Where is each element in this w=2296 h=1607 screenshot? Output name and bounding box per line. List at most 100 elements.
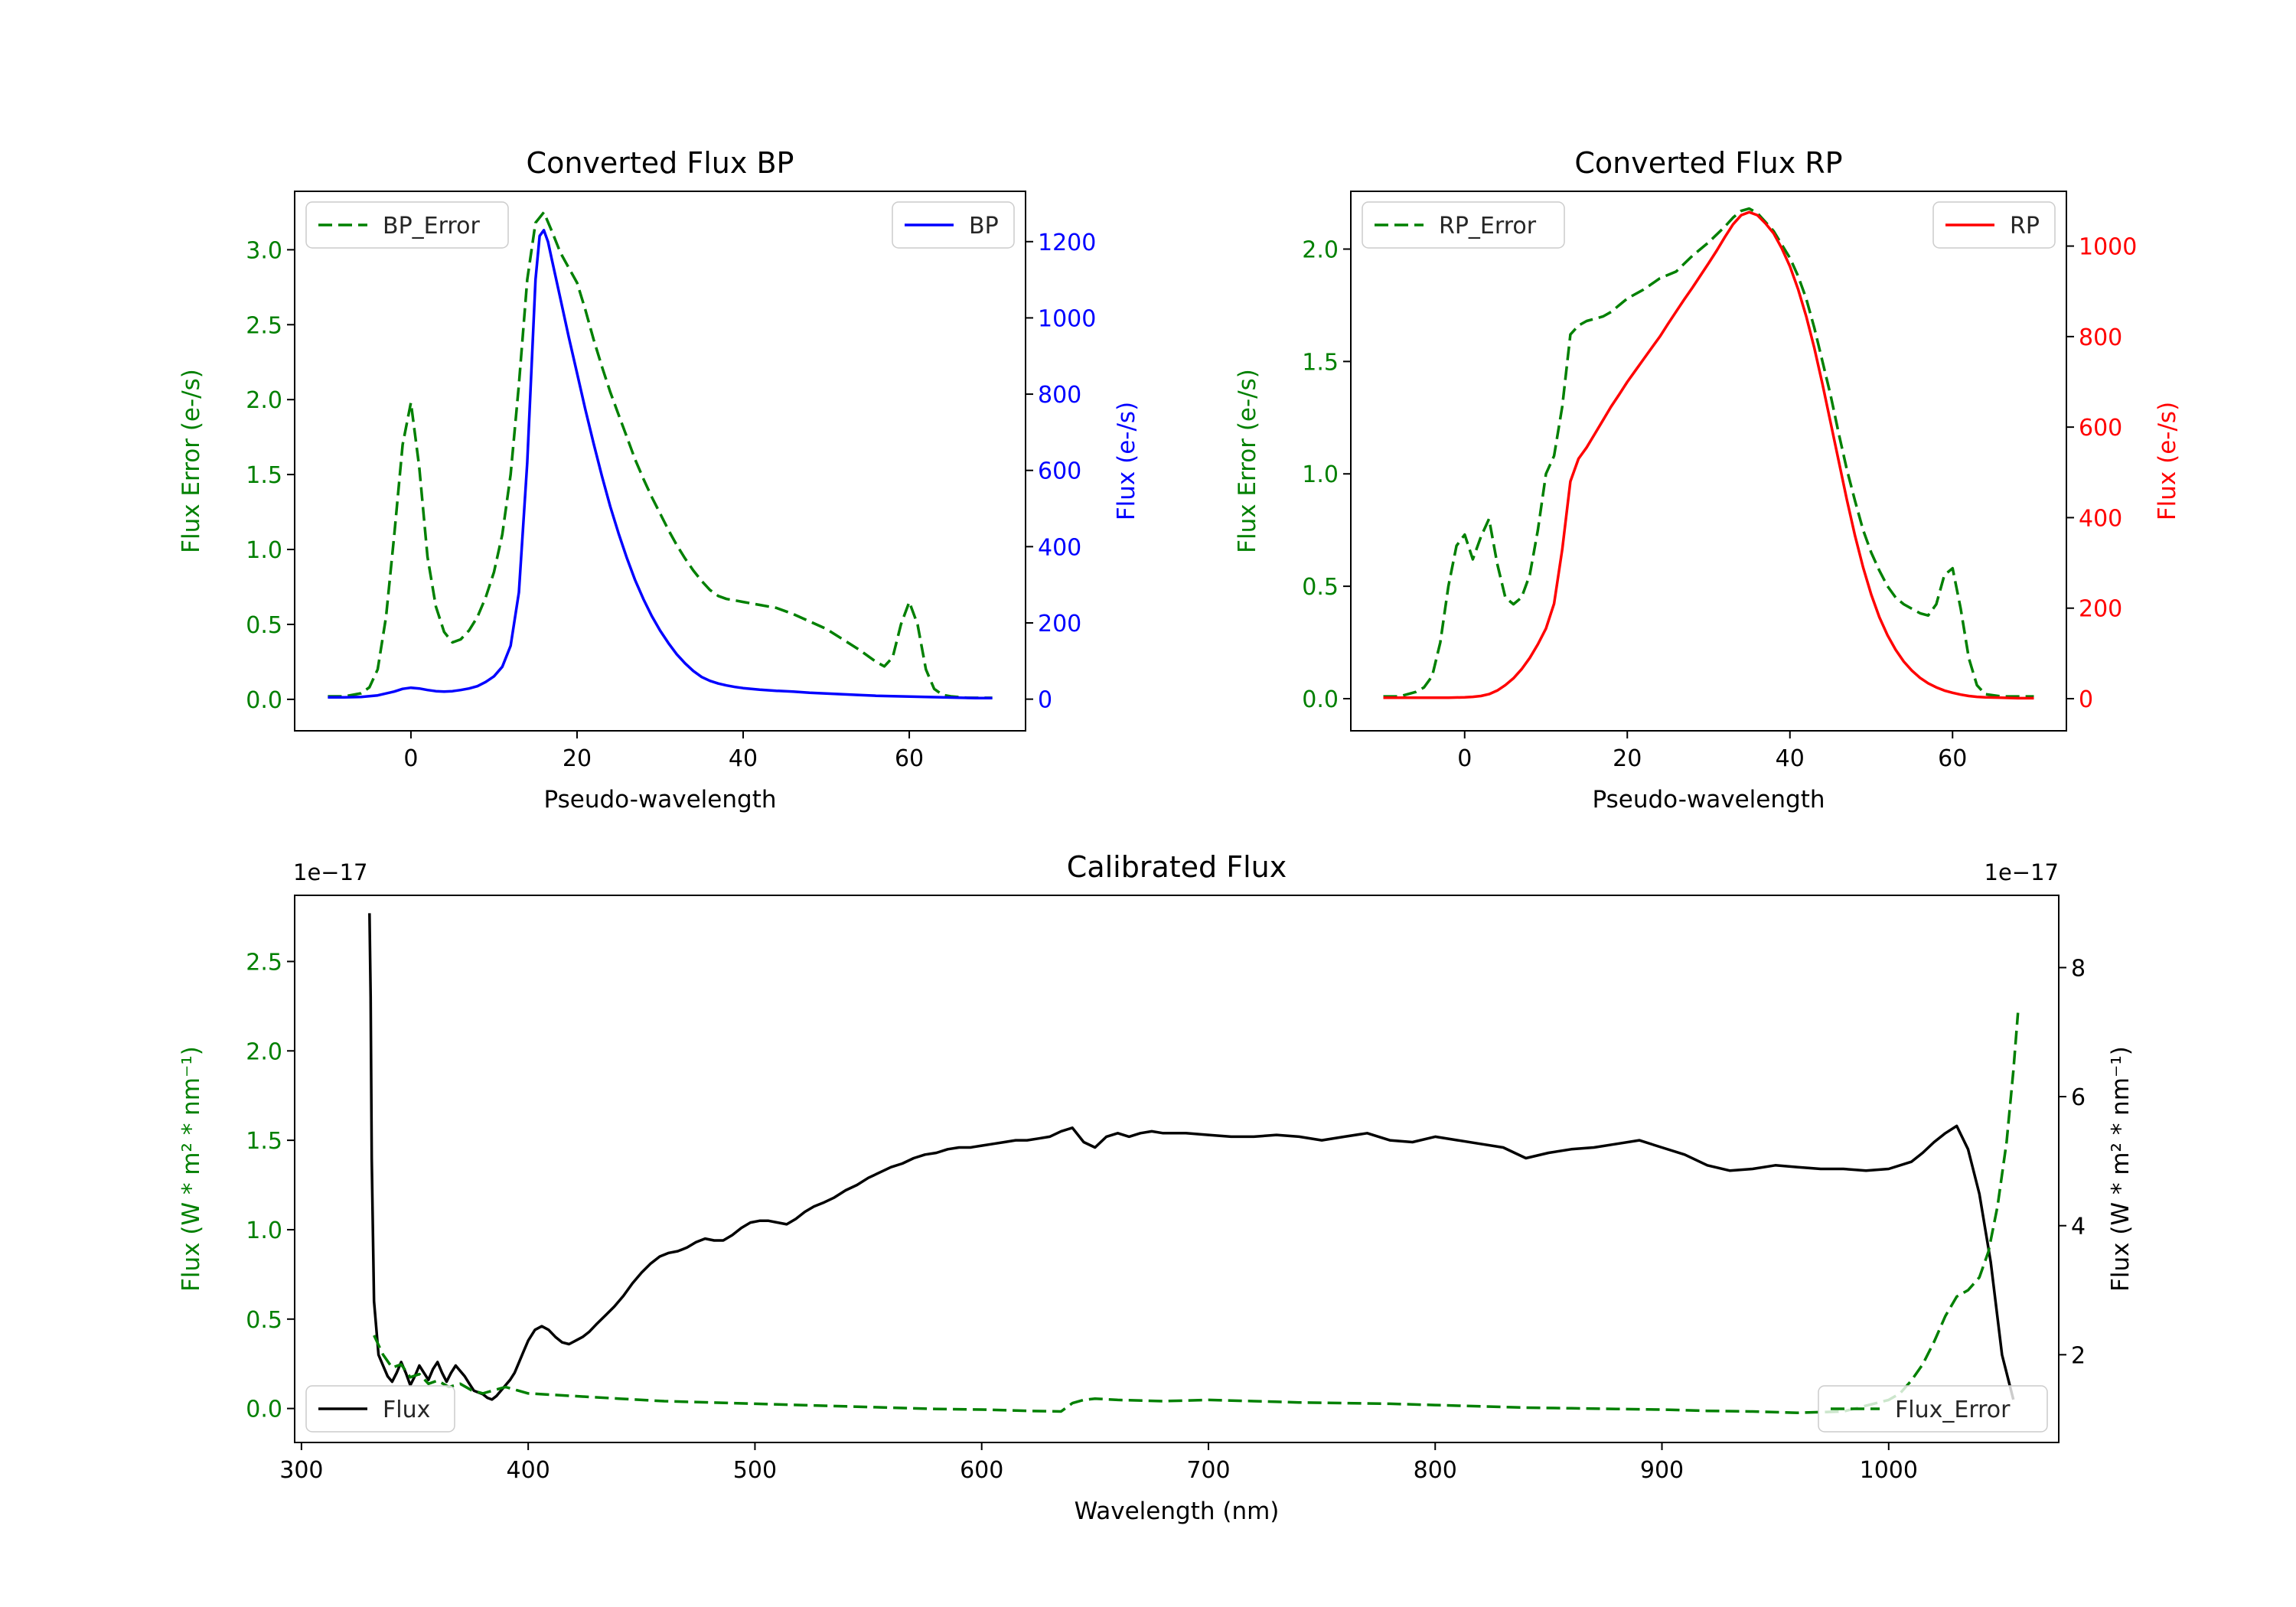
y-tick-label: 0.0 bbox=[246, 687, 282, 714]
y-tick-label: 400 bbox=[1038, 534, 1081, 561]
x-tick-label: 300 bbox=[279, 1457, 323, 1484]
x-axis: 0 20 40 60 bbox=[403, 731, 924, 772]
y-tick-label: 200 bbox=[2079, 596, 2122, 623]
y-tick-label: 2.0 bbox=[1302, 236, 1339, 263]
legend-label: Flux bbox=[383, 1397, 430, 1423]
y-tick-label: 3.0 bbox=[246, 237, 282, 264]
y-tick-label: 0.0 bbox=[1302, 686, 1339, 713]
x-tick-label: 700 bbox=[1186, 1457, 1230, 1484]
y-tick-label: 2.0 bbox=[246, 1038, 282, 1065]
x-tick-label: 40 bbox=[1776, 745, 1805, 772]
chart-title: Calibrated Flux bbox=[1067, 850, 1287, 884]
y-tick-label: 8 bbox=[2071, 955, 2086, 982]
y-axis-label-right: Flux (e-/s) bbox=[1113, 402, 1140, 520]
y-axis-right: 0 200 400 600 800 1000 1200 bbox=[1026, 230, 1096, 714]
x-axis-label: Wavelength (nm) bbox=[1075, 1498, 1280, 1525]
x-axis-label: Pseudo-wavelength bbox=[543, 786, 776, 813]
series-RP bbox=[1383, 210, 2034, 700]
y-axis-left: 0.0 0.5 1.0 1.5 2.0 2.5 3.0 bbox=[246, 237, 295, 714]
x-axis: 300 400 500 600 700 800 900 1000 bbox=[279, 1442, 1918, 1484]
y-tick-label: 0 bbox=[2079, 686, 2093, 713]
y-tick-label: 800 bbox=[1038, 382, 1081, 409]
offset-text-left: 1e−17 bbox=[293, 859, 368, 885]
legend-label: RP_Error bbox=[1439, 213, 1537, 240]
y-axis-label-left: Flux Error (e-/s) bbox=[178, 369, 205, 553]
y-tick-label: 0 bbox=[1038, 687, 1052, 714]
x-axis: 0 20 40 60 bbox=[1457, 731, 1967, 772]
x-tick-label: 600 bbox=[960, 1457, 1003, 1484]
plot-series bbox=[328, 210, 993, 699]
y-tick-label: 600 bbox=[2079, 415, 2122, 442]
y-tick-label: 0.5 bbox=[1302, 574, 1339, 601]
y-axis-label-right: Flux (e-/s) bbox=[2154, 402, 2181, 520]
legend-Flux: Flux bbox=[305, 1385, 455, 1433]
series-RP_Error bbox=[1383, 207, 2034, 698]
chart-title: Converted Flux BP bbox=[527, 146, 794, 180]
legend-label: BP_Error bbox=[383, 213, 480, 240]
y-axis-label-right: Flux (W * m² * nm⁻¹) bbox=[2107, 1046, 2135, 1292]
y-tick-label: 1.5 bbox=[246, 1128, 282, 1155]
legend-box bbox=[305, 1385, 455, 1433]
y-tick-label: 1000 bbox=[1038, 305, 1096, 332]
chart-title: Converted Flux RP bbox=[1574, 146, 1842, 180]
y-tick-label: 0.5 bbox=[246, 1307, 282, 1334]
y-tick-label: 1200 bbox=[1038, 230, 1096, 256]
y-tick-label: 6 bbox=[2071, 1084, 2086, 1111]
legend-box bbox=[1362, 201, 1565, 249]
x-tick-label: 20 bbox=[1613, 745, 1642, 772]
legend-label: RP bbox=[2010, 213, 2040, 240]
series-Flux bbox=[368, 913, 2015, 1401]
y-tick-label: 600 bbox=[1038, 458, 1081, 485]
series-Flux_Error bbox=[373, 1012, 2020, 1414]
y-tick-label: 1.0 bbox=[1302, 461, 1339, 488]
x-tick-label: 500 bbox=[733, 1457, 777, 1484]
y-tick-label: 2 bbox=[2071, 1342, 2086, 1369]
y-tick-label: 800 bbox=[2079, 324, 2122, 351]
x-tick-label: 400 bbox=[507, 1457, 550, 1484]
y-axis-label-left: Flux (W * m² * nm⁻¹) bbox=[178, 1046, 205, 1292]
x-tick-label: 800 bbox=[1414, 1457, 1457, 1484]
plot-series bbox=[368, 913, 2020, 1414]
y-axis-left: 0.0 0.5 1.0 1.5 2.0 2.5 bbox=[246, 949, 295, 1423]
y-tick-label: 2.5 bbox=[246, 312, 282, 339]
legend-BP: BP bbox=[892, 201, 1015, 249]
y-tick-label: 1000 bbox=[2079, 234, 2137, 261]
chart-calibrated-flux: 300 400 500 600 700 800 900 1000 Wavelength (nm)… bbox=[178, 850, 2135, 1525]
legend-box bbox=[305, 201, 509, 249]
legend-label: BP bbox=[969, 213, 999, 240]
chart-converted-flux-bp: 0 20 40 60 Pseudo-wavelength 0.0 0.5 1.0 1.5 2.0 2… bbox=[178, 146, 1140, 813]
legend-box bbox=[1818, 1385, 2048, 1433]
series-BP_Error bbox=[328, 210, 993, 699]
plot-series bbox=[1383, 207, 2034, 700]
x-tick-label: 900 bbox=[1640, 1457, 1684, 1484]
y-tick-label: 0.0 bbox=[246, 1397, 282, 1423]
legend-RP_Error: RP_Error bbox=[1362, 201, 1565, 249]
x-tick-label: 60 bbox=[895, 745, 924, 772]
y-tick-label: 4 bbox=[2071, 1214, 2086, 1240]
plot-border bbox=[294, 191, 1026, 732]
y-tick-label: 2.0 bbox=[246, 387, 282, 414]
plot-border bbox=[1350, 191, 2067, 732]
chart-converted-flux-rp: 0 20 40 60 Pseudo-wavelength 0.0 0.5 1.0 1.5 2.0 F… bbox=[1234, 146, 2181, 813]
y-axis-right: 2 4 6 8 bbox=[2059, 955, 2086, 1369]
legend-label: Flux_Error bbox=[1895, 1397, 2011, 1423]
offset-text-right: 1e−17 bbox=[1985, 859, 2060, 885]
y-tick-label: 200 bbox=[1038, 611, 1081, 637]
x-tick-label: 0 bbox=[403, 745, 418, 772]
legend-BP_Error: BP_Error bbox=[305, 201, 509, 249]
x-tick-label: 40 bbox=[729, 745, 758, 772]
legend-Flux_Error: Flux_Error bbox=[1818, 1385, 2048, 1433]
y-axis-left: 0.0 0.5 1.0 1.5 2.0 bbox=[1302, 236, 1351, 713]
y-tick-label: 1.0 bbox=[246, 1217, 282, 1244]
y-tick-label: 1.5 bbox=[246, 462, 282, 489]
y-axis-label-left: Flux Error (e-/s) bbox=[1234, 369, 1261, 553]
y-tick-label: 2.5 bbox=[246, 949, 282, 976]
y-axis-right: 0 200 400 600 800 1000 bbox=[2066, 234, 2137, 713]
x-tick-label: 20 bbox=[563, 745, 592, 772]
legend-RP: RP bbox=[1932, 201, 2056, 249]
series-BP bbox=[328, 229, 993, 699]
x-tick-label: 1000 bbox=[1860, 1457, 1918, 1484]
x-tick-label: 60 bbox=[1938, 745, 1967, 772]
x-axis-label: Pseudo-wavelength bbox=[1592, 786, 1825, 813]
y-tick-label: 400 bbox=[2079, 505, 2122, 532]
